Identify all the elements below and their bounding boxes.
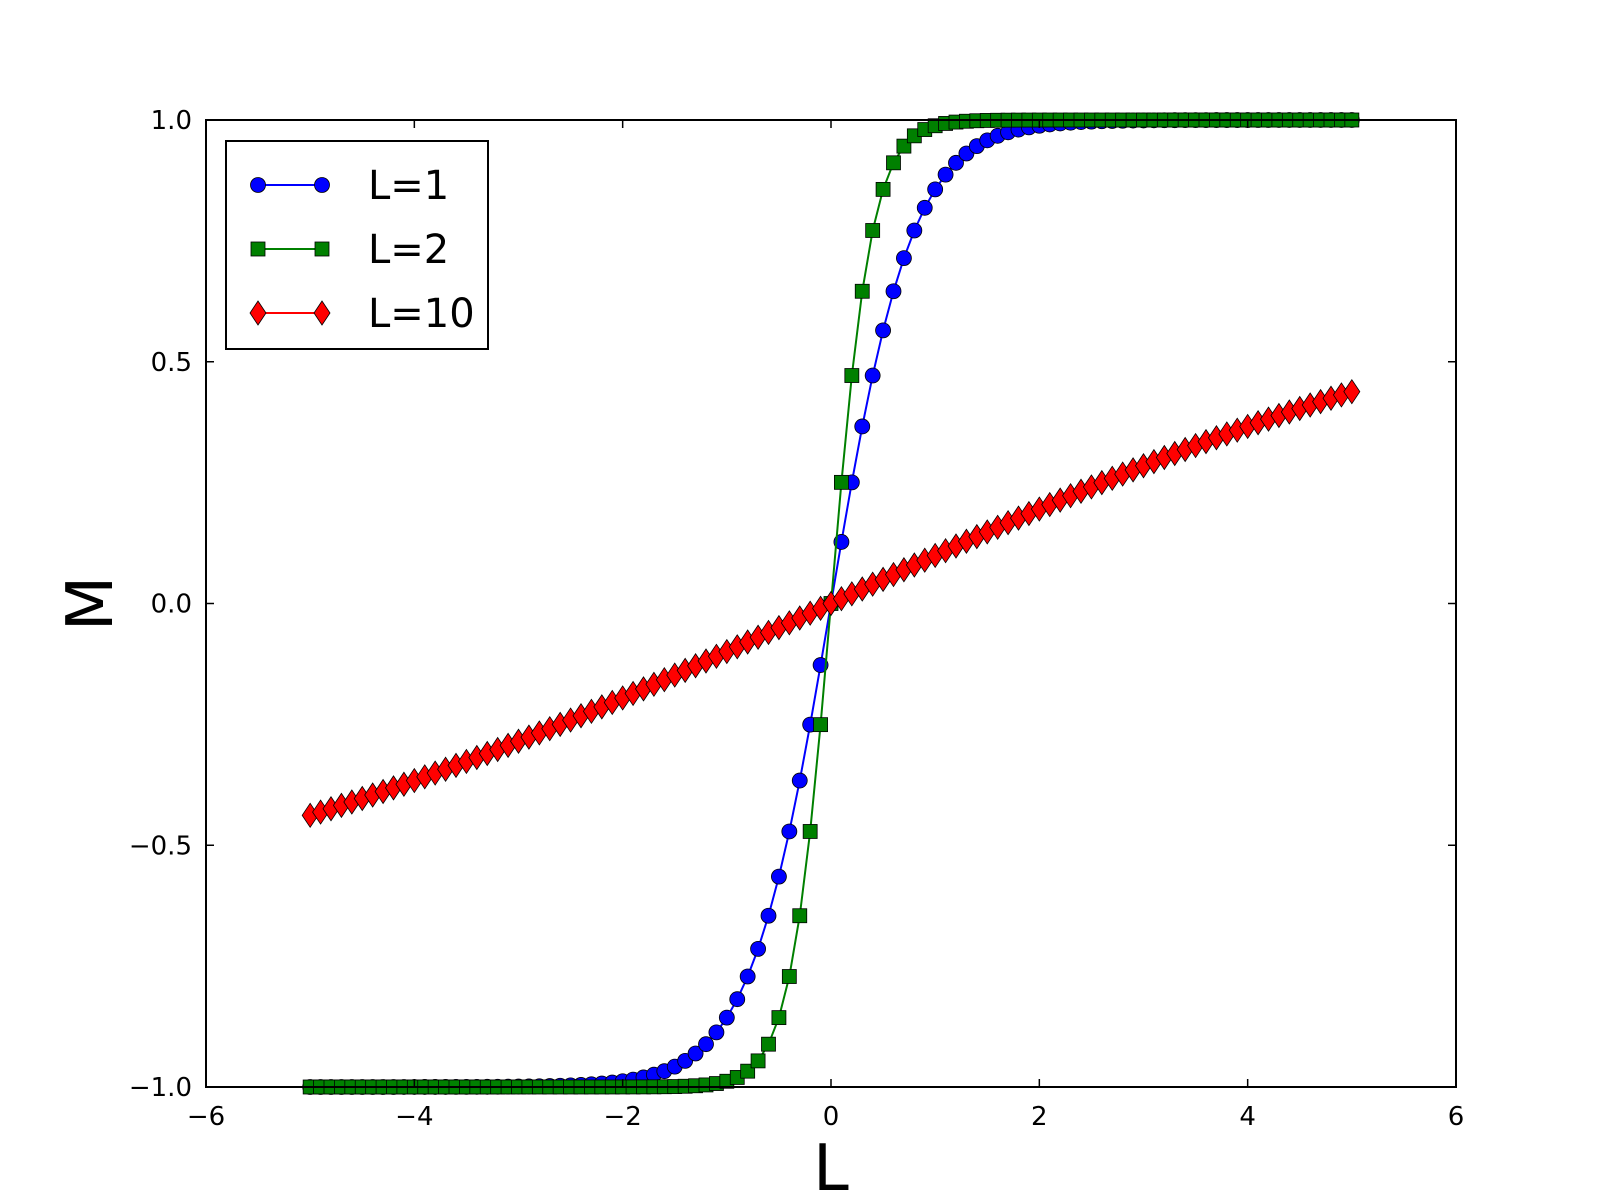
legend: L=1 L=2 L=10 — [225, 140, 489, 350]
data-point — [781, 969, 797, 984]
data-point — [854, 418, 871, 435]
series-l-10 — [301, 378, 1361, 829]
y-axis-label: M — [54, 576, 128, 631]
data-point — [875, 322, 891, 339]
legend-entry: L=10 — [249, 291, 475, 337]
data-point — [687, 1045, 704, 1062]
y-tick-label: 1.0 — [151, 106, 192, 136]
data-point — [739, 968, 756, 985]
y-tick-label: 0.0 — [151, 590, 192, 620]
legend-marker — [249, 300, 267, 326]
legend-marker — [250, 177, 266, 193]
data-point — [802, 824, 818, 839]
data-point — [708, 1024, 725, 1041]
data-point — [834, 474, 849, 490]
data-point — [812, 657, 829, 673]
x-tick-label: 0 — [823, 1102, 840, 1132]
legend-box — [225, 140, 489, 350]
data-point — [792, 908, 808, 924]
data-point — [833, 534, 850, 550]
x-tick-label: 4 — [1239, 1102, 1256, 1132]
data-point — [771, 1010, 787, 1026]
data-point — [906, 222, 923, 239]
legend-label: L=2 — [368, 227, 449, 273]
y-tick-label: −1.0 — [129, 1073, 192, 1103]
data-point — [844, 368, 860, 383]
data-point — [896, 250, 912, 267]
legend-label: L=10 — [368, 291, 475, 337]
data-point — [854, 283, 870, 299]
data-point — [875, 181, 891, 197]
legend-label: L=1 — [368, 163, 449, 209]
legend-entry: L=2 — [250, 227, 449, 273]
data-point — [698, 1036, 714, 1053]
axis-ticks: −6 −4 −2 0 2 4 6 −1.0 −0.5 0.0 0.5 1.0 — [129, 106, 1464, 1132]
data-point — [750, 1053, 766, 1069]
data-point — [791, 772, 808, 789]
y-tick-label: 0.5 — [151, 348, 192, 378]
legend-marker — [313, 300, 331, 326]
legend-marker — [250, 241, 266, 257]
x-tick-label: −4 — [395, 1102, 433, 1132]
data-point — [886, 155, 901, 171]
data-point — [750, 940, 766, 957]
x-tick-label: −6 — [187, 1102, 225, 1132]
data-point — [927, 181, 944, 198]
data-point — [1343, 378, 1361, 405]
data-point — [718, 1009, 735, 1026]
data-point — [948, 154, 964, 171]
data-point — [781, 823, 798, 840]
data-point — [864, 367, 881, 384]
x-tick-label: 2 — [1031, 1102, 1048, 1132]
legend-marker — [314, 241, 330, 257]
x-tick-label: 6 — [1448, 1102, 1465, 1132]
data-point — [865, 223, 881, 238]
data-point — [937, 166, 954, 183]
data-point — [761, 1036, 776, 1052]
data-point — [771, 868, 787, 885]
data-point — [916, 199, 933, 216]
y-tick-label: −0.5 — [129, 831, 192, 861]
data-point — [760, 907, 777, 924]
legend-marker — [314, 177, 330, 193]
legend-entry: L=1 — [250, 163, 449, 209]
data-point — [885, 283, 902, 300]
data-point — [813, 717, 828, 733]
x-tick-label: −2 — [604, 1102, 642, 1132]
data-point — [729, 991, 746, 1008]
x-axis-label: L — [813, 1132, 849, 1200]
